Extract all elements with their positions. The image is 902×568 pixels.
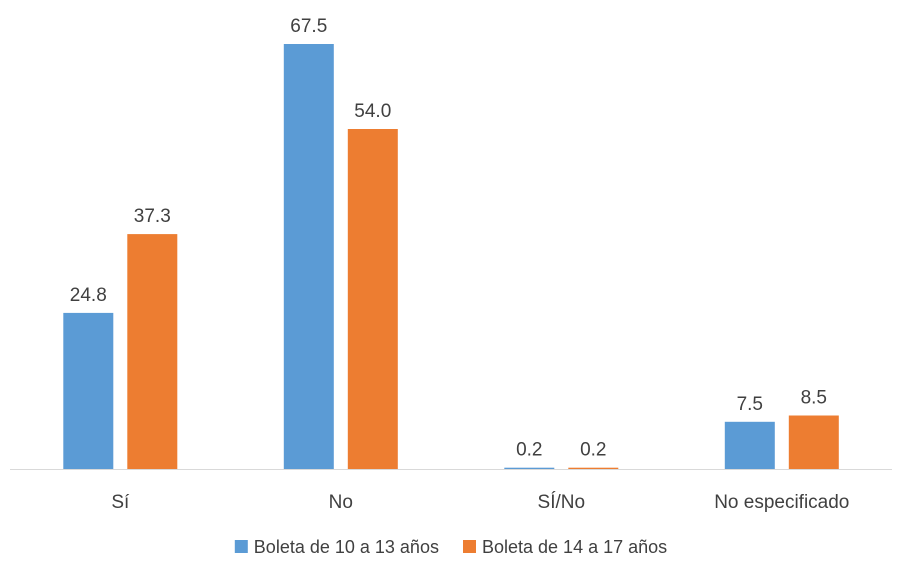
bar (283, 44, 334, 469)
x-tick-label: No (329, 492, 353, 513)
data-label: 8.5 (801, 388, 827, 409)
legend-item: Boleta de 10 a 13 años (234, 537, 439, 557)
bar (63, 312, 114, 469)
data-label: 0.2 (580, 440, 606, 461)
legend-label: Boleta de 10 a 13 años (254, 537, 439, 557)
legend-swatch (234, 540, 248, 553)
legend: Boleta de 10 a 13 años Boleta de 14 a 17 … (234, 537, 667, 557)
x-tick-label: Sí (111, 492, 130, 513)
data-label: 7.5 (737, 394, 763, 415)
legend-swatch (463, 540, 476, 553)
data-label: 0.2 (516, 440, 542, 461)
data-labels-layer: 24.8 37.3 67.5 54.0 0.2 0.2 7.5 8.5 (70, 16, 827, 461)
legend-item: Boleta de 14 a 17 años (463, 537, 667, 557)
bars-layer (63, 44, 839, 469)
bar (127, 234, 178, 469)
data-label: 54.0 (354, 101, 391, 122)
bar (568, 467, 619, 469)
data-label: 67.5 (290, 16, 327, 37)
bar (788, 415, 839, 469)
bar (724, 421, 775, 469)
data-label: 24.8 (70, 285, 107, 306)
data-label: 37.3 (134, 206, 171, 227)
bar (504, 467, 555, 469)
x-tick-label: SÍ/No (538, 492, 586, 513)
x-tick-labels: Sí No SÍ/No No especificado (111, 492, 849, 513)
x-tick-label: No especificado (714, 492, 849, 513)
bar (347, 129, 398, 469)
legend-label: Boleta de 14 a 17 años (482, 537, 667, 557)
